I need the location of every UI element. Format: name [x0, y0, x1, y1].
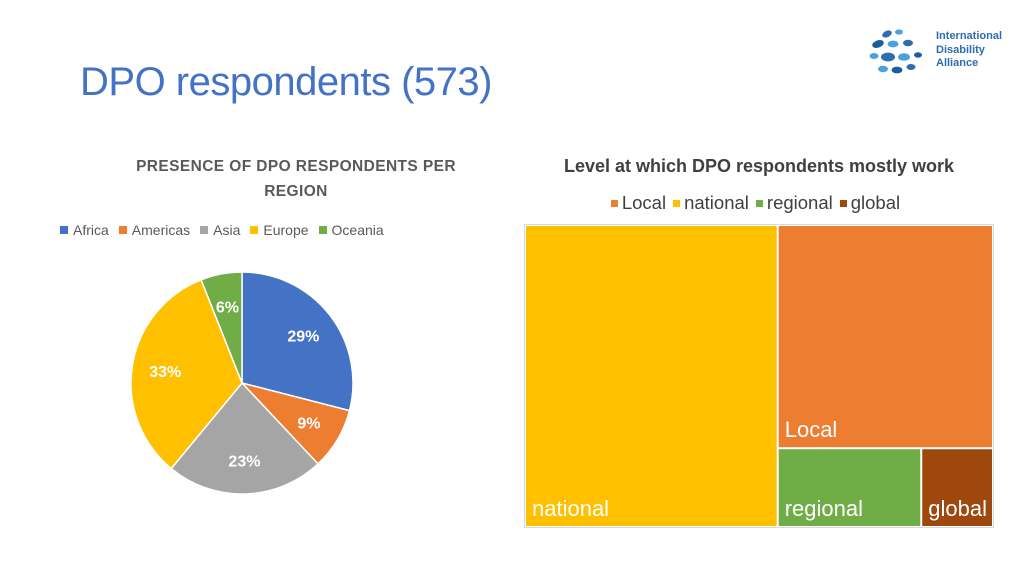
legend-swatch: [250, 226, 259, 234]
legend-label: Oceania: [331, 222, 384, 238]
legend-swatch: [318, 226, 327, 234]
logo-line: Disability: [936, 43, 985, 56]
slide-title: DPO respondents (573): [80, 60, 492, 104]
legend-item-regional: regional: [755, 192, 833, 214]
legend-label: Asia: [213, 222, 241, 238]
logo-line: Alliance: [936, 57, 979, 69]
legend-item-local: Local: [610, 192, 667, 214]
treemap-label-local: Local: [785, 417, 838, 442]
legend-swatch: [200, 226, 209, 234]
legend-swatch: [673, 199, 681, 207]
legend-label: regional: [766, 192, 833, 213]
treemap-cell-regional: [778, 449, 921, 526]
pie-slice-asia: [170, 381, 320, 495]
treemap-label-national: national: [532, 496, 609, 521]
legend-label: global: [850, 192, 901, 213]
legend-label: Europe: [263, 222, 309, 238]
pie-slice-oceania: [200, 271, 243, 384]
pie-data-label-europe: 33%: [149, 364, 181, 381]
treemap-chart: national Local regional global: [526, 226, 992, 526]
treemap-title: Level at which DPO respondents mostly wo…: [563, 156, 955, 176]
legend-swatch: [839, 199, 847, 207]
legend-item-africa: Africa: [60, 222, 109, 238]
logo-text: International Disability Alliance: [936, 30, 1002, 71]
legend-label: Local: [621, 192, 667, 213]
legend-item-europe: Europe: [250, 222, 309, 238]
organization-logo: International Disability Alliance: [866, 26, 1024, 82]
treemap-cell-global: [922, 449, 992, 526]
treemap-cell-local: [778, 226, 992, 448]
legend-label: Americas: [131, 222, 191, 238]
treemap-frame: national Local regional global: [524, 224, 994, 528]
treemap-cell-national: [526, 226, 777, 526]
pie-data-label-asia: 23%: [228, 454, 260, 471]
pie-data-label-americas: 9%: [297, 416, 320, 433]
legend-swatch: [60, 226, 68, 234]
legend-swatch: [610, 199, 618, 207]
treemap-label-regional: regional: [785, 496, 863, 521]
pie-chart-title: PRESENCE OF DPO RESPONDENTS PER REGION: [136, 158, 456, 200]
pie-slice-europe: [130, 278, 243, 470]
treemap-label-global: global: [928, 496, 987, 521]
legend-swatch: [118, 226, 127, 234]
treemap-legend: Local national regional global: [524, 192, 994, 214]
ida-dots-logo-icon: [869, 29, 922, 74]
logo-line: International: [936, 30, 1003, 42]
legend-item-asia: Asia: [200, 222, 240, 238]
legend-item-oceania: Oceania: [318, 222, 384, 238]
legend-item-national: national: [673, 192, 749, 214]
pie-data-label-africa: 29%: [287, 328, 319, 345]
legend-item-global: global: [839, 192, 901, 214]
legend-label: national: [684, 192, 749, 213]
pie-data-label-oceania: 6%: [216, 300, 239, 317]
legend-item-americas: Americas: [118, 222, 191, 238]
pie-chart-legend: Africa Americas Asia Europe Oceania: [60, 221, 394, 239]
legend-label: Africa: [73, 222, 109, 238]
pie-slice-africa: [241, 271, 354, 412]
legend-swatch: [755, 199, 763, 207]
